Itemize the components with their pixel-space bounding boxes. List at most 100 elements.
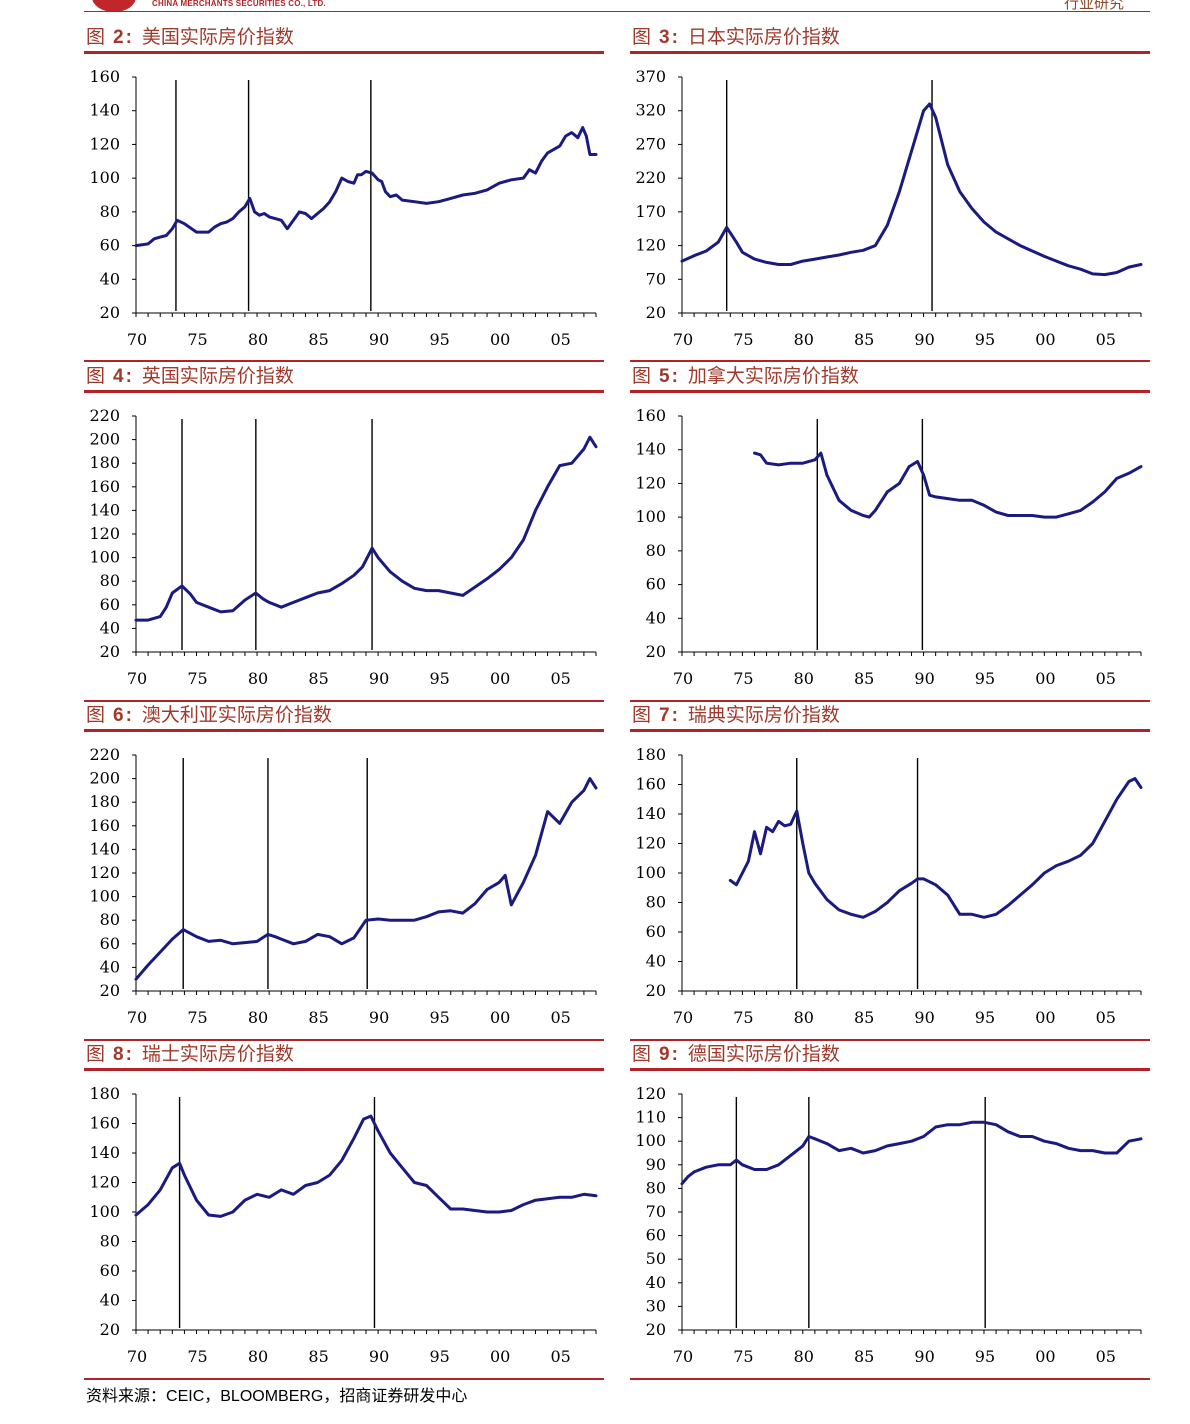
y-tick-label: 140 [89, 500, 120, 519]
y-tick-label: 100 [89, 887, 120, 906]
y-tick-label: 90 [646, 1155, 666, 1174]
series-line [134, 1114, 598, 1218]
y-tick-label: 40 [100, 1291, 120, 1310]
y-tick-label: 160 [89, 67, 120, 86]
x-tick-label: 80 [248, 1008, 268, 1027]
figure-title-ch: 图 8: 瑞士实际房价指数 [86, 1043, 294, 1065]
x-tick-label: 05 [551, 669, 571, 688]
y-tick-label: 120 [635, 834, 666, 853]
x-tick-label: 85 [854, 1008, 874, 1027]
x-tick-label: 05 [551, 1347, 571, 1366]
x-tick-label: 95 [975, 669, 995, 688]
x-tick-label: 90 [369, 330, 389, 349]
figure-top-rule [630, 360, 1150, 362]
x-tick-label: 85 [308, 669, 328, 688]
x-tick-label: 85 [308, 1008, 328, 1027]
y-tick-label: 80 [100, 202, 120, 221]
y-tick-label: 200 [89, 769, 120, 788]
y-tick-label: 80 [100, 910, 120, 929]
y-tick-label: 160 [89, 1114, 120, 1133]
x-tick-label: 80 [794, 330, 814, 349]
y-tick-label: 20 [646, 1320, 666, 1339]
y-tick-label: 180 [89, 1084, 120, 1103]
x-tick-label: 90 [369, 1008, 389, 1027]
y-tick-label: 100 [89, 548, 120, 567]
y-tick-label: 40 [646, 952, 666, 971]
x-tick-label: 80 [794, 1008, 814, 1027]
chart-uk: 20 40 60 80 100 120 140 160 180 200 220 70 75 80 85 90 9… [89, 406, 598, 688]
y-tick-label: 80 [100, 571, 120, 590]
series-line [680, 1120, 1143, 1186]
y-tick-label: 20 [100, 642, 120, 661]
y-tick-label: 30 [646, 1296, 666, 1315]
figure-top-rule [84, 360, 604, 362]
y-tick-label: 120 [635, 1084, 666, 1103]
series-line [134, 435, 598, 622]
y-tick-label: 170 [635, 202, 666, 221]
figure-title-se: 图 7: 瑞典实际房价指数 [632, 704, 840, 726]
y-tick-label: 40 [100, 618, 120, 637]
y-tick-label: 20 [646, 303, 666, 322]
y-tick-label: 120 [89, 134, 120, 153]
x-tick-label: 05 [1096, 1347, 1116, 1366]
chart-ca: 20 40 60 80 100 120 140 160 70 75 80 85 90 95 00 05 [635, 406, 1143, 688]
y-tick-label: 110 [635, 1108, 666, 1127]
x-tick-label: 80 [248, 330, 268, 349]
x-tick-label: 75 [187, 1008, 207, 1027]
series-line [134, 777, 598, 981]
chart-us: 20 40 60 80 100 120 140 160 70 75 80 85 90 95 00 05 [89, 67, 598, 349]
y-tick-label: 40 [646, 1273, 666, 1292]
series-line [753, 451, 1143, 519]
y-tick-label: 120 [89, 863, 120, 882]
y-tick-label: 100 [635, 863, 666, 882]
x-tick-label: 00 [1035, 330, 1055, 349]
x-tick-label: 05 [1096, 1008, 1116, 1027]
x-tick-label: 90 [914, 1347, 934, 1366]
chart-de: 20 30 40 50 60 70 80 90 100 110 120 70 75 80 85 90 95 00 0… [635, 1084, 1143, 1366]
y-tick-label: 80 [646, 1178, 666, 1197]
x-tick-label: 85 [308, 330, 328, 349]
section-label: 行业研究 [1063, 0, 1124, 12]
x-tick-label: 95 [429, 669, 449, 688]
x-tick-label: 85 [854, 330, 874, 349]
y-tick-label: 20 [646, 981, 666, 1000]
x-tick-label: 90 [914, 1008, 934, 1027]
x-tick-label: 95 [429, 330, 449, 349]
y-tick-label: 160 [89, 477, 120, 496]
x-tick-label: 00 [1035, 1008, 1055, 1027]
figure-bottom-rule [84, 1378, 604, 1380]
figure-rule [84, 390, 604, 393]
x-tick-label: 90 [369, 669, 389, 688]
y-tick-label: 220 [89, 406, 120, 425]
y-tick-label: 60 [100, 236, 120, 255]
chart-se: 20 40 60 80 100 120 140 160 180 70 75 80 85 90 95 00 05 [635, 745, 1143, 1027]
y-tick-label: 20 [646, 642, 666, 661]
figure-rule [630, 729, 1150, 732]
x-tick-label: 90 [914, 669, 934, 688]
x-tick-label: 75 [733, 330, 753, 349]
chart-jp: 20 70 120 170 220 270 320 370 70 75 80 85 90 95 00 05 [635, 67, 1143, 349]
x-tick-label: 05 [551, 1008, 571, 1027]
x-tick-label: 85 [854, 669, 874, 688]
figure-title-ca: 图 5: 加拿大实际房价指数 [632, 365, 859, 387]
x-tick-label: 00 [490, 330, 510, 349]
y-tick-label: 80 [646, 893, 666, 912]
y-tick-label: 40 [100, 269, 120, 288]
y-tick-label: 20 [100, 303, 120, 322]
y-tick-label: 60 [646, 1226, 666, 1245]
y-tick-label: 100 [635, 1131, 666, 1150]
x-tick-label: 85 [854, 1347, 874, 1366]
y-tick-label: 180 [89, 453, 120, 472]
figure-rule [630, 390, 1150, 393]
y-tick-label: 140 [89, 1143, 120, 1162]
chart-ch: 20 40 60 80 100 120 140 160 180 70 75 80 85 90 95 00 05 [89, 1084, 598, 1366]
figure-title-de: 图 9: 德国实际房价指数 [632, 1043, 840, 1065]
figure-rule [630, 51, 1150, 54]
header-rule [84, 11, 1150, 12]
figure-title-uk: 图 4: 英国实际房价指数 [86, 365, 294, 387]
y-tick-label: 60 [100, 595, 120, 614]
y-tick-label: 60 [100, 934, 120, 953]
figure-title-au: 图 6: 澳大利亚实际房价指数 [86, 704, 332, 726]
x-tick-label: 75 [733, 1008, 753, 1027]
x-tick-label: 70 [127, 1347, 147, 1366]
